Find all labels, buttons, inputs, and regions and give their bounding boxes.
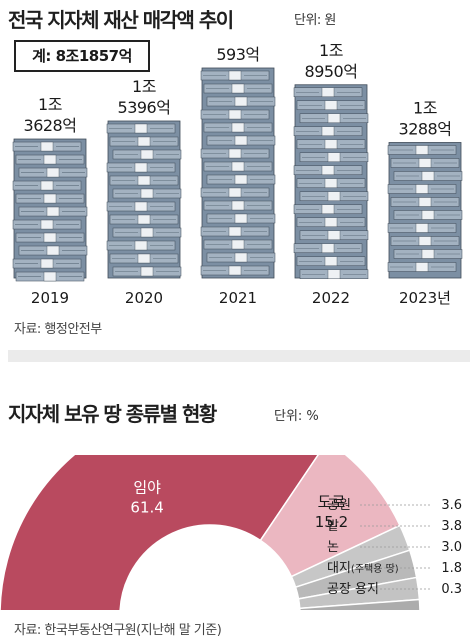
section-divider [8, 350, 470, 362]
pie-chart-source: 자료: 한국부동산연구원(지난해 말 기준) [14, 623, 222, 638]
slice-label: 도로 [318, 493, 346, 511]
total-amount-box: 계: 8조1857억 [14, 40, 150, 72]
legend-value: 3.8 [441, 519, 462, 534]
bar-2019 [12, 138, 88, 282]
land-type-chart: 임야 61.4 도로 15.2공원 3.6 밭 3.8 논 3.0 대지(주택용 땅) 1.8 공장 … [0, 455, 462, 610]
legend-value: 3.6 [441, 498, 462, 513]
slice-0 [0, 455, 319, 610]
bar-value-label: 8950억 [305, 62, 358, 81]
legend-label: 밭 [327, 519, 339, 534]
bar-value-label: 1조 [413, 98, 437, 117]
bar-value-label: 3628억 [24, 116, 77, 135]
slice-5 [298, 598, 421, 610]
legend-label: 논 [327, 540, 339, 555]
bar-2020 [106, 120, 182, 279]
legend-value: 1.8 [441, 561, 462, 576]
slice-value: 15.2 [315, 513, 348, 531]
legend-label: 공장 용지 [327, 582, 379, 597]
bar-value-label: 2조 [226, 40, 250, 43]
legend-value: 0.3 [441, 582, 462, 597]
legend-value: 3.0 [441, 540, 462, 555]
bar-value-label: 3288억 [399, 119, 452, 138]
bar-value-label: 1조 [319, 41, 343, 60]
bar-2023년 [387, 142, 463, 279]
bar-chart-unit: 단위: 원 [294, 13, 336, 28]
bar-value-label: 1조 [132, 77, 156, 96]
bar-category-label: 2022 [312, 289, 350, 307]
bar-category-label: 2023년 [399, 289, 451, 307]
pie-chart-title: 지자체 보유 땅 종류별 현황 [8, 402, 217, 426]
bar-category-label: 2019 [31, 289, 69, 307]
legend-label: 대지(주택용 땅) [327, 561, 399, 576]
bar-value-label: 1조 [38, 95, 62, 114]
bar-2022 [293, 84, 369, 280]
slice-value: 61.4 [130, 499, 163, 517]
bar-chart: 1조 3628억 2019 1조 5396억 2020 2조 593억 2021 1조 8950억 2… [12, 40, 463, 307]
slice-label: 임야 [133, 479, 161, 497]
bar-category-label: 2021 [219, 289, 257, 307]
bar-value-label: 5396억 [118, 98, 171, 117]
pie-chart-unit: 단위: % [274, 409, 319, 424]
bar-2021 [200, 67, 276, 279]
bar-value-label: 593억 [216, 45, 259, 64]
bar-category-label: 2020 [125, 289, 163, 307]
bar-chart-title: 전국 지자체 재산 매각액 추이 [8, 8, 234, 32]
legend-label: 공원 [327, 498, 351, 513]
bar-chart-source: 자료: 행정안전부 [14, 322, 102, 337]
